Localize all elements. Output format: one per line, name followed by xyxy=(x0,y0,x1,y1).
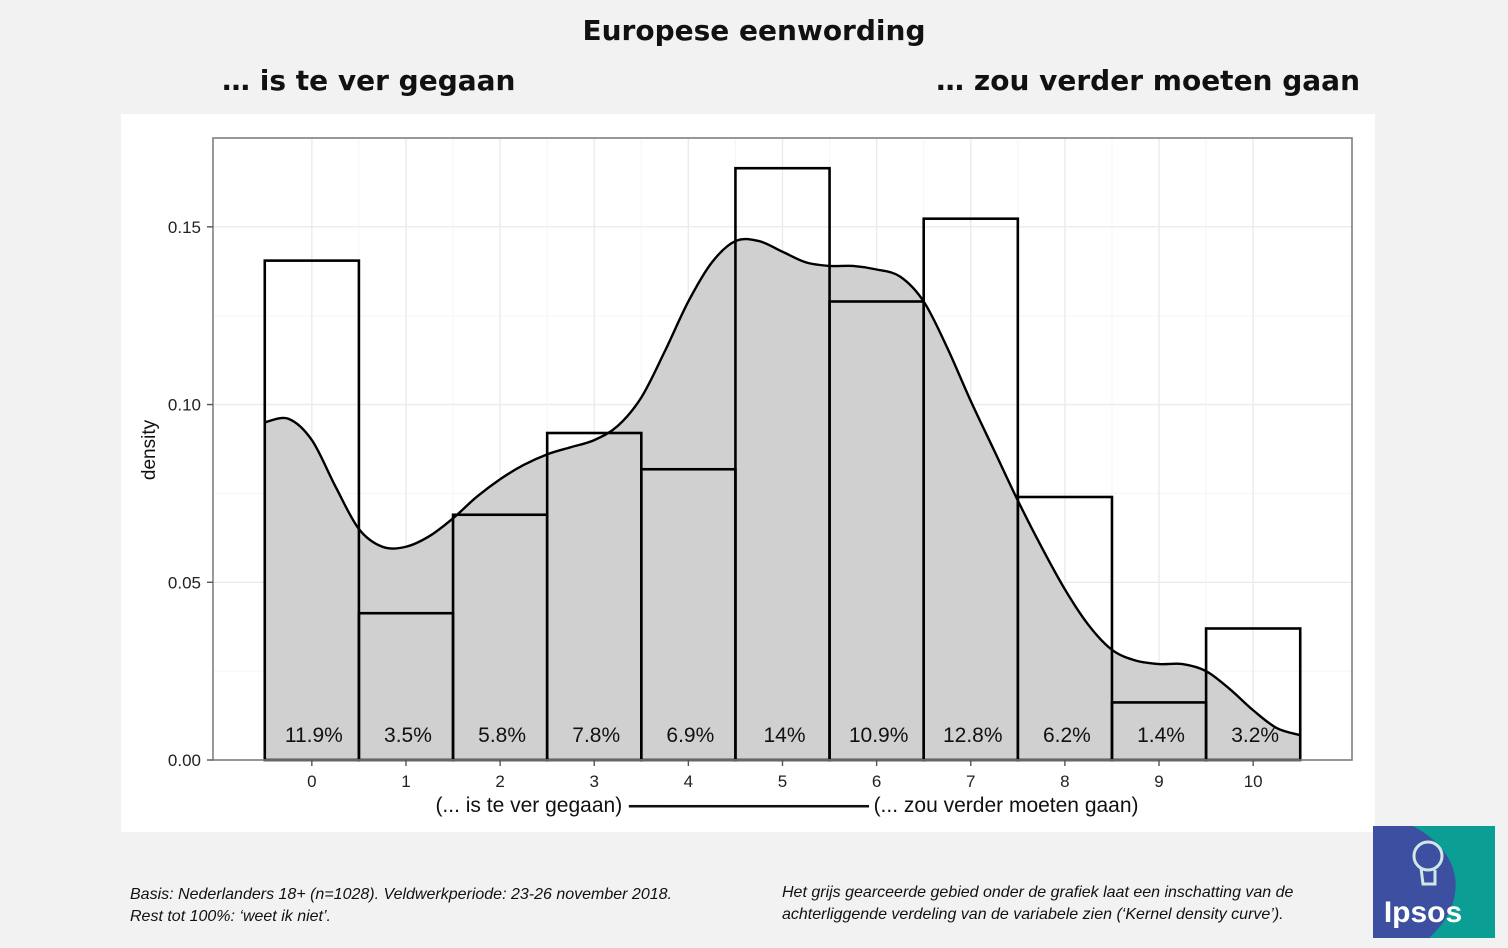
x-tick-label: 10 xyxy=(1244,772,1263,791)
bar-label-7: 12.8% xyxy=(943,724,1003,747)
y-tick-label: 0.05 xyxy=(168,573,201,592)
bar-label-0: 11.9% xyxy=(285,724,343,747)
x-axis-label-dashes: ----------------------------------------… xyxy=(628,794,870,817)
histogram-density-chart: 11.9% 3.5% 5.8% 7.8% 6.9% 14% 10.9% 12.8% 6.2% 1.… xyxy=(139,137,1353,817)
chart-title: Europese eenwording xyxy=(582,14,926,47)
logo-background-teal xyxy=(1413,826,1495,938)
y-axis-label: density xyxy=(139,419,160,480)
logo-wordmark: Ipsos xyxy=(1384,896,1462,929)
logo-head-icon xyxy=(1412,840,1444,872)
x-axis-label-right: (... zou verder moeten gaan) xyxy=(874,794,1139,817)
x-tick-label: 3 xyxy=(590,772,599,791)
bar-label-1: 3.5% xyxy=(384,724,432,747)
y-tick-label: 0.00 xyxy=(168,751,201,770)
x-tick-label: 5 xyxy=(778,772,787,791)
footnote-basis-line1: Basis: Nederlanders 18+ (n=1028). Veldwe… xyxy=(130,886,672,903)
x-tick-label: 9 xyxy=(1154,772,1163,791)
footnote-kernel-note: Het grijs gearceerde gebied onder de gra… xyxy=(782,884,1294,923)
bar-label-3: 7.8% xyxy=(572,724,620,747)
bar-label-2: 5.8% xyxy=(478,724,526,747)
bar-label-6: 10.9% xyxy=(849,724,909,747)
bar-label-4: 6.9% xyxy=(666,724,714,747)
footnote-basis-line2: Rest tot 100%: ‘weet ik niet’. xyxy=(130,908,331,925)
density-area xyxy=(264,239,1301,760)
axes: 0.00 0.05 0.10 0.15 0 1 2 3 4 5 6 7 8 9 10 xyxy=(168,218,1263,791)
bar-labels: 11.9% 3.5% 5.8% 7.8% 6.9% 14% 10.9% 12.8% 6.2% 1.… xyxy=(285,724,1279,747)
bar-label-10: 3.2% xyxy=(1231,724,1279,747)
x-tick-label: 1 xyxy=(401,772,410,791)
chart-panel: 11.9% 3.5% 5.8% 7.8% 6.9% 14% 10.9% 12.8% 6.2% 1.… xyxy=(121,114,1375,832)
x-axis-label-left: (... is te ver gegaan) xyxy=(435,794,622,817)
footnote-basis: Basis: Nederlanders 18+ (n=1028). Veldwe… xyxy=(130,884,672,928)
bar-label-5: 14% xyxy=(763,724,805,747)
x-tick-label: 4 xyxy=(684,772,693,791)
density-curve xyxy=(264,237,1301,737)
x-axis-label: (... is te ver gegaan) -----------------… xyxy=(435,794,1138,817)
logo-neck-icon xyxy=(1419,867,1437,886)
y-tick-label: 0.10 xyxy=(168,396,201,415)
x-tick-label: 7 xyxy=(966,772,975,791)
x-tick-label: 0 xyxy=(307,772,316,791)
x-tick-label: 2 xyxy=(495,772,504,791)
left-pole-label: … is te ver gegaan xyxy=(222,64,516,97)
bar-label-8: 6.2% xyxy=(1043,724,1091,747)
right-pole-label: … zou verder moeten gaan xyxy=(936,64,1360,97)
x-tick-label: 6 xyxy=(872,772,881,791)
bar-label-9: 1.4% xyxy=(1137,724,1185,747)
ipsos-logo: Ipsos xyxy=(1373,826,1495,938)
y-tick-label: 0.15 xyxy=(168,218,201,237)
x-tick-label: 8 xyxy=(1060,772,1069,791)
